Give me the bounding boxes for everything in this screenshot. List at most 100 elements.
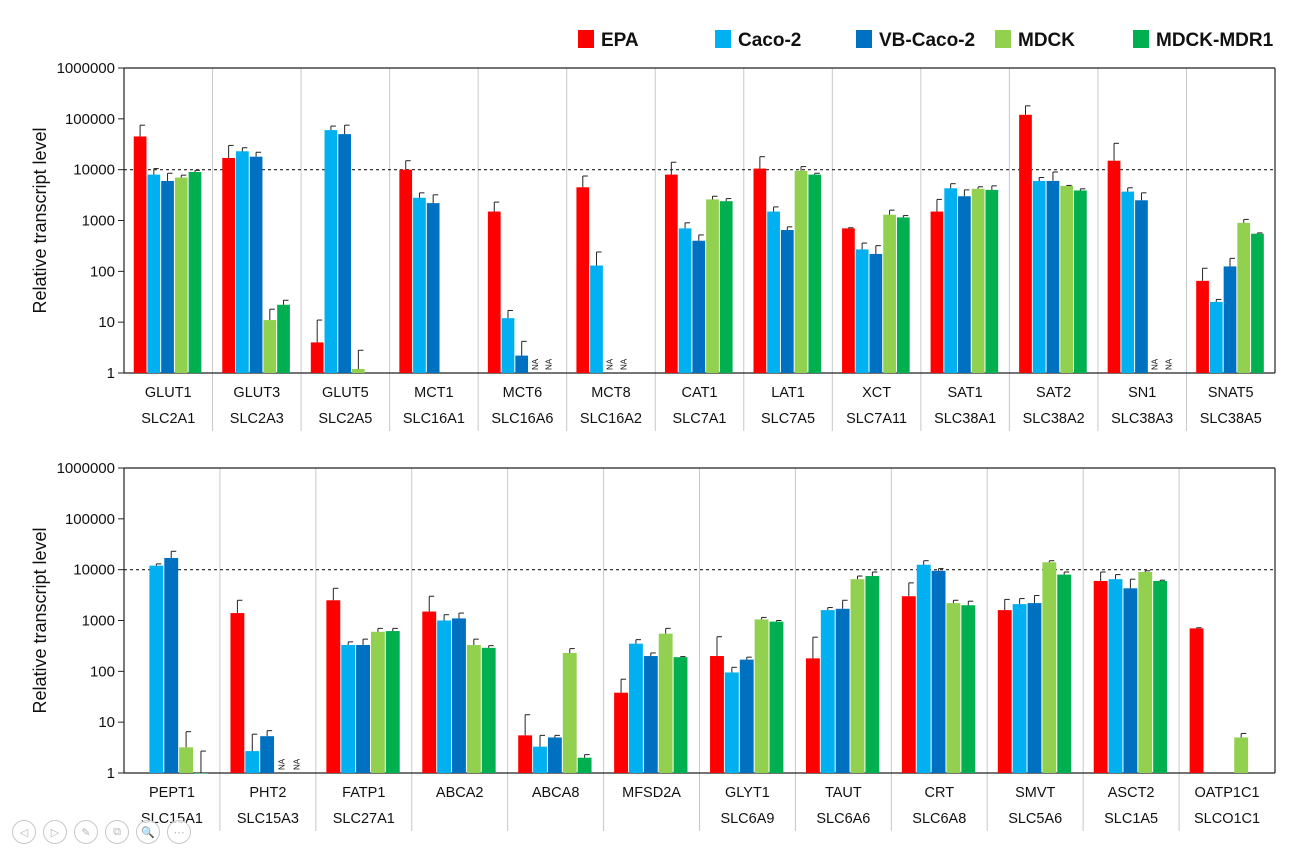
bar-abca2-mdck xyxy=(466,644,481,773)
y-tick-label: 1000000 xyxy=(57,60,115,77)
bar-xct-caco-2 xyxy=(855,249,869,373)
bar-smvt-epa xyxy=(997,610,1012,773)
bar-crt-mdck-mdr1 xyxy=(961,605,976,773)
legend-label-epa: EPA xyxy=(601,30,639,51)
bar-cat1-vb-caco-2 xyxy=(692,240,706,373)
category-label-gene: MCT8 xyxy=(591,385,630,401)
na-label: NA xyxy=(1164,358,1173,370)
na-label: NA xyxy=(278,758,287,770)
pen-icon[interactable]: ✎ xyxy=(74,820,98,844)
copy-icon[interactable]: ⧉ xyxy=(105,820,129,844)
bar-glyt1-epa xyxy=(710,656,724,773)
bar-abca2-caco-2 xyxy=(437,620,452,773)
viewer-controls: ◁ ▷ ✎ ⧉ 🔍 ⋯ xyxy=(12,820,191,844)
category-label-symbol: SLC16A2 xyxy=(580,411,642,427)
legend-swatch-epa xyxy=(578,30,594,48)
bar-lat1-vb-caco-2 xyxy=(780,230,794,373)
bar-abca2-vb-caco-2 xyxy=(452,618,466,773)
category-label-gene: MCT6 xyxy=(503,385,542,401)
chart-panel-top: Relative transcript level 1 10 100 1000 10000… xyxy=(30,60,1276,431)
bar-mfsd2a-epa xyxy=(614,692,629,773)
bar-mct1-epa xyxy=(399,169,413,373)
category-label-symbol: SLC2A5 xyxy=(318,411,372,427)
y-axis-label: Relative transcript level xyxy=(30,127,50,313)
prev-icon[interactable]: ◁ xyxy=(12,820,36,844)
bar-glut1-epa xyxy=(133,136,147,373)
bar-fatp1-mdck xyxy=(370,631,385,773)
bar-snat5-mdck xyxy=(1237,222,1251,373)
bar-sn1-epa xyxy=(1107,160,1121,373)
bar-fatp1-epa xyxy=(326,600,341,773)
bar-mfsd2a-caco-2 xyxy=(629,643,643,773)
category-label-symbol: SLC27A1 xyxy=(333,811,395,827)
bar-mfsd2a-mdck xyxy=(658,633,673,773)
y-tick-label: 10000 xyxy=(73,562,115,579)
next-icon[interactable]: ▷ xyxy=(43,820,67,844)
category-label-symbol: SLCO1C1 xyxy=(1194,811,1260,827)
bar-sat1-caco-2 xyxy=(944,188,958,373)
bar-crt-mdck xyxy=(946,603,961,773)
category-label-symbol: SLC2A1 xyxy=(141,411,195,427)
y-tick-label: 100 xyxy=(90,663,115,680)
category-label-gene: GLUT1 xyxy=(145,385,192,401)
na-label: NA xyxy=(545,358,554,370)
category-label-gene: PEPT1 xyxy=(149,785,195,801)
category-label-gene: GLYT1 xyxy=(725,785,770,801)
bar-fatp1-caco-2 xyxy=(341,644,356,773)
more-icon[interactable]: ⋯ xyxy=(167,820,191,844)
legend-swatch-mdck xyxy=(995,30,1011,48)
bar-mfsd2a-vb-caco-2 xyxy=(643,656,658,773)
bar-xct-mdck xyxy=(883,214,896,373)
bar-glyt1-mdck xyxy=(754,619,769,773)
bar-cat1-caco-2 xyxy=(678,228,692,373)
bar-asct2-vb-caco-2 xyxy=(1123,588,1138,773)
bar-taut-vb-caco-2 xyxy=(835,608,850,773)
bar-taut-epa xyxy=(805,658,820,773)
bar-crt-vb-caco-2 xyxy=(931,570,946,773)
bar-glut3-caco-2 xyxy=(236,151,249,373)
bar-pept1-mdck-mdr1 xyxy=(194,773,208,774)
legend-swatch-vb-caco-2 xyxy=(856,30,872,48)
category-label-gene: ABCA2 xyxy=(436,785,484,801)
category-label-symbol: SLC16A1 xyxy=(403,411,465,427)
bar-mct8-caco-2 xyxy=(590,265,603,373)
category-label-symbol: SLC6A8 xyxy=(912,811,966,827)
bar-pept1-vb-caco-2 xyxy=(164,557,179,773)
category-label-gene: CRT xyxy=(925,785,955,801)
category-label-symbol: SLC2A3 xyxy=(230,411,284,427)
bar-sat1-mdck-mdr1 xyxy=(985,189,999,373)
bar-glyt1-vb-caco-2 xyxy=(739,659,754,773)
bar-lat1-epa xyxy=(753,168,767,373)
bar-pept1-caco-2 xyxy=(149,565,164,773)
bar-sat1-epa xyxy=(930,211,944,373)
na-label: NA xyxy=(292,758,301,770)
legend-swatch-mdck-mdr1 xyxy=(1133,30,1149,48)
category-label-symbol: SLC38A2 xyxy=(1023,411,1085,427)
zoom-icon[interactable]: 🔍 xyxy=(136,820,160,844)
bar-smvt-vb-caco-2 xyxy=(1027,603,1042,773)
bar-mct6-vb-caco-2 xyxy=(515,355,529,373)
bar-abca8-vb-caco-2 xyxy=(547,737,562,773)
bar-mct8-epa xyxy=(576,187,590,373)
bar-snat5-caco-2 xyxy=(1209,301,1223,373)
chart-legend: EPA Caco-2 VB-Caco-2 MDCK MDCK-MDR1 xyxy=(578,30,1274,51)
bar-glut3-epa xyxy=(222,157,236,373)
category-label-gene: CAT1 xyxy=(682,385,718,401)
bar-xct-vb-caco-2 xyxy=(869,253,883,373)
category-label-gene: ASCT2 xyxy=(1108,785,1155,801)
bar-glut1-mdck-mdr1 xyxy=(188,171,202,373)
bar-asct2-caco-2 xyxy=(1108,579,1123,773)
category-label-symbol: SLC6A9 xyxy=(720,811,774,827)
bar-mct6-caco-2 xyxy=(501,318,515,373)
bar-sat1-vb-caco-2 xyxy=(958,196,971,373)
bar-lat1-mdck xyxy=(794,170,808,373)
bar-glyt1-mdck-mdr1 xyxy=(769,621,784,773)
chart-panel-bottom: Relative transcript level 1 10 100 1000 10000… xyxy=(30,460,1276,831)
y-tick-label: 1 xyxy=(107,365,115,382)
bar-cat1-mdck xyxy=(706,199,719,373)
bar-abca8-epa xyxy=(518,735,533,773)
category-label-gene: FATP1 xyxy=(342,785,385,801)
category-label-gene: SMVT xyxy=(1015,785,1055,801)
y-tick-label: 10 xyxy=(98,314,115,331)
bar-asct2-mdck xyxy=(1138,571,1153,773)
